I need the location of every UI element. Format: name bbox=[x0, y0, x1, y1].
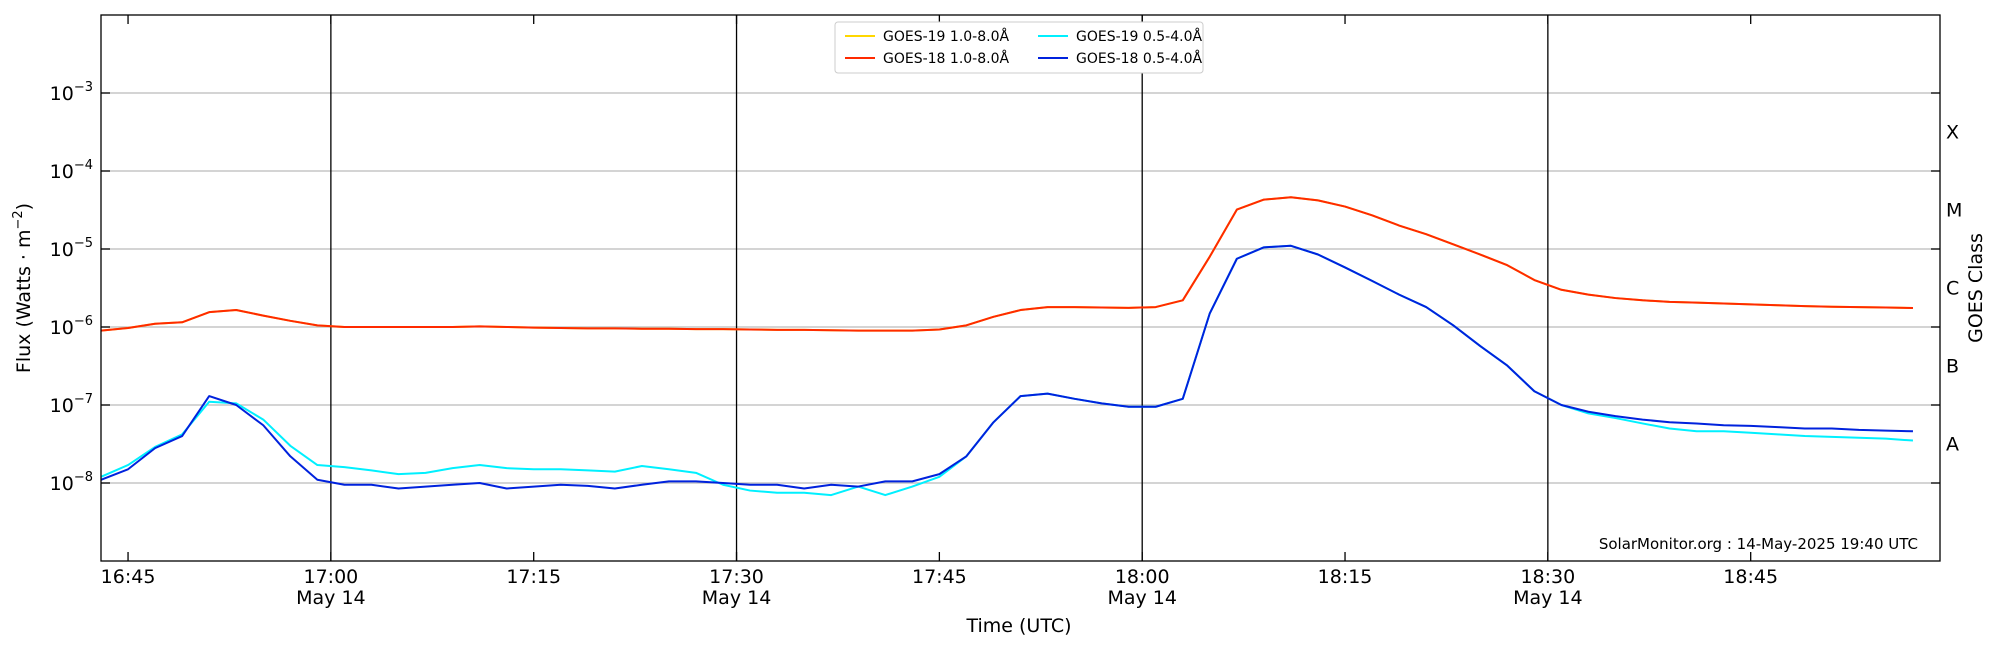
series-line bbox=[100, 244, 1914, 497]
y-tick-base: 10 bbox=[50, 161, 74, 183]
y2-axis-title: GOES Class bbox=[1965, 233, 1987, 343]
y-tick-label: 10−8 bbox=[50, 470, 93, 495]
x-tick-label: 18:45 bbox=[1723, 566, 1778, 588]
y-tick-label: 10−5 bbox=[50, 236, 93, 261]
y-tick-exponent: −4 bbox=[74, 158, 93, 173]
y-tick-exponent: −5 bbox=[74, 236, 93, 251]
y2-tick-label: A bbox=[1946, 434, 1959, 456]
x-tick-label: 18:15 bbox=[1318, 566, 1373, 588]
y-tick-base: 10 bbox=[50, 83, 74, 105]
x-date-label: May 14 bbox=[296, 587, 366, 609]
y-tick-label: 10−3 bbox=[50, 80, 93, 105]
series-line bbox=[100, 244, 1913, 490]
y-axis-title-end: ) bbox=[13, 203, 35, 210]
x-tick-label: 17:00 bbox=[303, 566, 358, 588]
annotation: SolarMonitor.org : 14-May-2025 19:40 UTC bbox=[1599, 535, 1918, 553]
y-tick-label: 10−4 bbox=[50, 158, 93, 183]
x-date-label: May 14 bbox=[1107, 587, 1177, 609]
y2-tick-label: X bbox=[1946, 122, 1959, 144]
x-date-label: May 14 bbox=[1513, 587, 1583, 609]
series-line bbox=[100, 196, 1913, 332]
y-axis-title: Flux (Watts · m−2) bbox=[11, 203, 35, 373]
y-tick-exponent: −7 bbox=[74, 392, 93, 407]
y-tick-base: 10 bbox=[50, 239, 74, 261]
y2-tick-label: B bbox=[1946, 356, 1959, 378]
legend-box bbox=[834, 21, 1204, 74]
legend-label: GOES-19 1.0-8.0Å bbox=[883, 28, 1009, 45]
x-tick-label: 17:30 bbox=[709, 566, 764, 588]
x-date-label: May 14 bbox=[702, 587, 772, 609]
x-tick-label: 17:45 bbox=[912, 566, 967, 588]
x-tick-label: 17:15 bbox=[506, 566, 561, 588]
x-tick-label: 16:45 bbox=[101, 566, 156, 588]
legend-label: GOES-18 1.0-8.0Å bbox=[883, 50, 1009, 67]
y-tick-exponent: −3 bbox=[74, 80, 93, 95]
y-axis-title-exponent: −2 bbox=[11, 210, 26, 229]
y-tick-label: 10−6 bbox=[50, 314, 93, 339]
y-tick-exponent: −8 bbox=[74, 470, 93, 485]
y2-tick-label: M bbox=[1946, 200, 1962, 222]
y-tick-base: 10 bbox=[50, 317, 74, 339]
plot-frame bbox=[100, 14, 1941, 562]
y-tick-base: 10 bbox=[50, 395, 74, 417]
x-axis-title: Time (UTC) bbox=[965, 615, 1071, 637]
y-axis-title-text: Flux (Watts · m bbox=[13, 230, 35, 374]
legend-label: GOES-18 0.5-4.0Å bbox=[1076, 50, 1202, 67]
y-tick-exponent: −6 bbox=[74, 314, 93, 329]
y-tick-label: 10−7 bbox=[50, 392, 93, 417]
y-tick-base: 10 bbox=[50, 473, 74, 495]
legend-label: GOES-19 0.5-4.0Å bbox=[1076, 28, 1202, 45]
x-tick-label: 18:30 bbox=[1520, 566, 1575, 588]
y2-tick-label: C bbox=[1946, 278, 1959, 300]
series-line bbox=[100, 196, 1913, 332]
x-tick-label: 18:00 bbox=[1115, 566, 1170, 588]
